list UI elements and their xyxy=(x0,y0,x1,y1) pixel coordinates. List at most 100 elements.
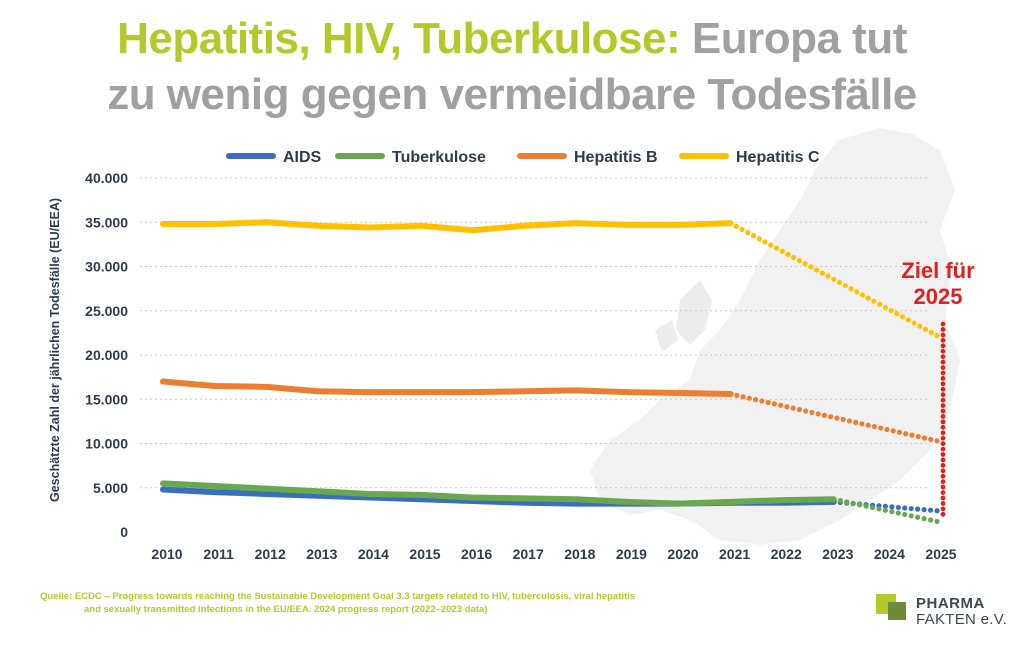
target-range-dot xyxy=(940,403,946,408)
target-range-dot xyxy=(940,468,946,474)
chart-title-line-2: zu wenig gegen vermeidbare Todesfälle xyxy=(0,68,1024,122)
target-dot-tuberkulose xyxy=(869,504,876,511)
target-range-dot xyxy=(940,332,946,338)
x-tick-label: 2015 xyxy=(409,546,440,562)
target-range-dot xyxy=(940,327,946,332)
source-note: Quelle: ECDC – Progress towards reaching… xyxy=(40,590,820,616)
target-dot-hepatitis_b xyxy=(746,395,752,401)
x-tick-label: 2021 xyxy=(719,546,750,562)
target-range-dot xyxy=(940,419,946,425)
target-dot-hepatitis_b xyxy=(728,391,734,397)
series-line-tuberkulose xyxy=(160,480,837,507)
x-tick-label: 2016 xyxy=(461,546,492,562)
target-dot-aids xyxy=(882,503,889,509)
target-range-dot xyxy=(940,462,946,468)
target-dot-hepatitis_c xyxy=(728,220,734,226)
x-tick-label: 2020 xyxy=(667,546,698,562)
target-range-dot xyxy=(940,501,946,506)
target-dot-hepatitis_b xyxy=(890,428,896,434)
target-dot-hepatitis_c xyxy=(917,323,923,329)
source-line-1: Quelle: ECDC – Progress towards reaching… xyxy=(40,591,636,602)
target-dot-aids xyxy=(915,506,921,512)
legend-label-hepatitis_c: Hepatitis C xyxy=(736,149,820,166)
target-dot-hepatitis_c xyxy=(865,295,871,301)
legend-label-hepatitis_b: Hepatitis B xyxy=(574,149,658,166)
title-gray-line-2: zu wenig gegen vermeidbare Todesfälle xyxy=(107,70,917,119)
target-dot-hepatitis_c xyxy=(768,242,774,248)
source-line-2: and sexually transmitted infections in t… xyxy=(84,604,488,615)
target-dot-hepatitis_b xyxy=(928,436,934,443)
target-dot-hepatitis_c xyxy=(848,286,854,292)
x-tick-label: 2012 xyxy=(255,546,286,562)
target-range-dot xyxy=(940,397,946,403)
target-dot-hepatitis_c xyxy=(831,276,837,282)
target-range-dot xyxy=(940,408,946,414)
x-tick-label: 2010 xyxy=(151,546,182,562)
target-dot-hepatitis_b xyxy=(815,411,821,417)
target-dot-hepatitis_c xyxy=(802,261,808,267)
europe-map-background xyxy=(590,128,960,545)
target-dot-hepatitis_b xyxy=(734,392,740,398)
target-range-dot xyxy=(940,321,946,327)
x-tick-label: 2022 xyxy=(771,546,802,562)
target-dot-hepatitis_c xyxy=(894,311,900,317)
target-range-dot xyxy=(940,484,946,490)
target-dot-hepatitis_c xyxy=(773,245,780,251)
target-dot-aids xyxy=(927,507,934,513)
target-dot-hepatitis_c xyxy=(785,251,791,257)
target-dot-hepatitis_b xyxy=(871,424,878,430)
target-range-dot xyxy=(940,348,946,354)
target-range-dot xyxy=(940,354,946,360)
target-dot-hepatitis_c xyxy=(819,270,825,276)
target-dot-tuberkulose xyxy=(921,516,927,522)
target-dot-hepatitis_b xyxy=(771,401,777,407)
y-tick-label: 5.000 xyxy=(93,480,128,496)
target-dot-hepatitis_b xyxy=(753,397,759,403)
target-dot-aids xyxy=(934,508,940,514)
x-tick-label: 2014 xyxy=(358,546,389,562)
target-dot-hepatitis_b xyxy=(765,399,771,406)
target-dot-hepatitis_c xyxy=(756,236,762,242)
y-tick-label: 15.000 xyxy=(85,391,128,407)
target-dot-tuberkulose xyxy=(850,500,856,507)
target-dot-hepatitis_c xyxy=(900,314,906,320)
x-tick-label: 2025 xyxy=(925,546,956,562)
target-range-dot xyxy=(940,392,946,398)
target-dot-tuberkulose xyxy=(915,514,921,520)
target-dot-hepatitis_c xyxy=(888,307,894,314)
y-tick-label: 40.000 xyxy=(85,170,128,186)
target-dot-hepatitis_b xyxy=(903,431,909,437)
target-dot-hepatitis_b xyxy=(790,405,796,411)
y-tick-label: 10.000 xyxy=(85,436,128,452)
target-range-dot xyxy=(940,479,946,485)
x-tick-label: 2023 xyxy=(822,546,853,562)
target-dot-hepatitis_b xyxy=(809,409,815,416)
target-dot-hepatitis_c xyxy=(750,233,757,239)
target-dot-aids xyxy=(921,507,927,513)
y-tick-label: 35.000 xyxy=(85,214,128,230)
x-tick-label: 2019 xyxy=(616,546,647,562)
series-line-hepatitis_b xyxy=(160,378,734,397)
target-range-dot xyxy=(940,435,946,441)
legend-label-aids: AIDS xyxy=(283,149,322,166)
target-range-dot xyxy=(940,430,946,436)
target-dot-hepatitis_b xyxy=(853,419,859,425)
target-range-dot xyxy=(940,446,946,452)
target-range-dot xyxy=(940,511,946,517)
target-range-dot xyxy=(940,337,946,343)
target-label-line-1: Ziel für xyxy=(901,258,975,283)
x-tick-label: 2018 xyxy=(564,546,595,562)
target-dot-hepatitis_c xyxy=(922,326,929,332)
target-range-dot xyxy=(940,441,946,447)
target-dot-hepatitis_b xyxy=(859,421,865,427)
target-dot-tuberkulose xyxy=(876,506,882,512)
target-dot-hepatitis_b xyxy=(834,415,840,421)
target-dot-hepatitis_b xyxy=(784,404,790,410)
y-tick-label: 0 xyxy=(120,524,128,540)
target-dot-tuberkulose xyxy=(927,517,934,523)
target-dot-tuberkulose xyxy=(857,502,863,508)
target-dot-hepatitis_c xyxy=(733,223,739,229)
target-range-dot xyxy=(940,386,946,392)
target-dot-hepatitis_b xyxy=(796,406,803,413)
target-dot-hepatitis_c xyxy=(762,239,768,245)
